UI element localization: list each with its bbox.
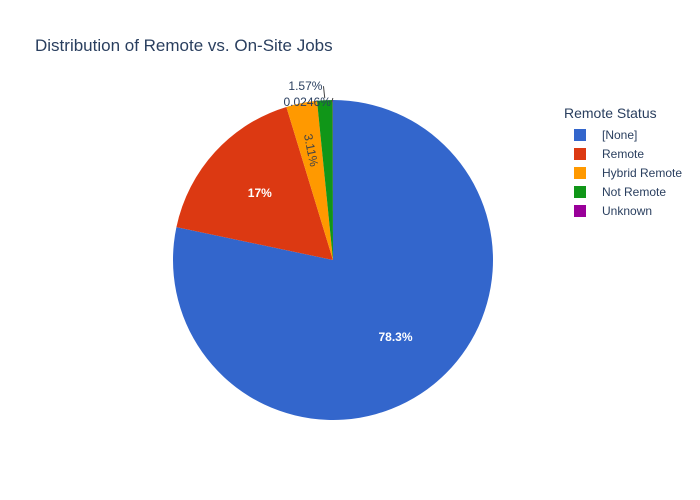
legend-item-remote[interactable]: Remote <box>564 144 682 163</box>
legend-swatch <box>574 185 586 198</box>
slice-label-none: 78.3% <box>379 330 413 344</box>
legend-label: Not Remote <box>602 184 667 199</box>
legend-item-not-remote[interactable]: Not Remote <box>564 182 682 201</box>
legend-swatch <box>574 204 586 217</box>
legend-item-hybrid-remote[interactable]: Hybrid Remote <box>564 163 682 182</box>
legend-item-none[interactable]: [None] <box>564 125 682 144</box>
slice-label-not-remote: 1.57% <box>288 79 322 93</box>
legend-label: [None] <box>602 127 638 142</box>
legend-swatch <box>574 128 586 141</box>
slice-label-remote: 17% <box>248 186 272 200</box>
pie-slice-hybrid-remote[interactable] <box>286 100 333 260</box>
slice-label-hybrid-remote: 3.11% <box>301 133 321 169</box>
legend: Remote Status [None] Remote Hybrid Remot… <box>564 105 682 220</box>
legend-label: Unknown <box>602 203 653 218</box>
pie-slice-remote[interactable] <box>176 106 333 260</box>
chart-title: Distribution of Remote vs. On-Site Jobs <box>35 36 333 55</box>
label-leader-line <box>331 97 334 103</box>
legend-swatch <box>574 147 586 160</box>
label-leader-line <box>322 86 326 99</box>
legend-swatch <box>574 166 586 179</box>
legend-title: Remote Status <box>564 105 657 121</box>
slice-label-unknown: 0.0246% <box>283 95 331 109</box>
legend-label: Hybrid Remote <box>602 165 683 180</box>
legend-item-unknown[interactable]: Unknown <box>564 201 682 220</box>
legend-label: Remote <box>602 146 645 161</box>
pie-slice-not-remote[interactable] <box>316 100 333 261</box>
